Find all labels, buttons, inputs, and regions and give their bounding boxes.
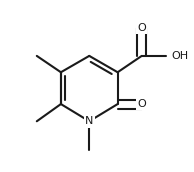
Text: OH: OH bbox=[171, 51, 188, 61]
Text: N: N bbox=[85, 116, 94, 126]
Text: O: O bbox=[137, 23, 146, 33]
Text: O: O bbox=[137, 99, 146, 109]
